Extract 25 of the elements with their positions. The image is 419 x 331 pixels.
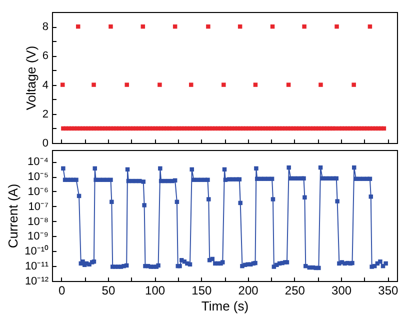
y-tick-label: 10⁻¹² [24, 276, 49, 288]
y-axis-title: Voltage (V) [23, 46, 38, 110]
x-tick-label: 50 [102, 284, 116, 298]
y-tick-label: 4 [42, 79, 48, 92]
y-tick-label: 6 [42, 50, 48, 62]
x-tick-label: 200 [238, 284, 259, 298]
y-axis-title: Current (A) [6, 184, 21, 248]
x-axis-title: Time (s) [201, 298, 249, 314]
y-tick-label: 2 [42, 108, 48, 120]
x-tick-label: 150 [192, 284, 212, 298]
x-tick-label: 100 [145, 284, 166, 298]
x-tick-label: 250 [284, 284, 306, 298]
y-tick-label: 10⁻⁴ [28, 156, 49, 168]
y-tick-label: 10⁻⁷ [28, 200, 49, 213]
x-tick-label: 350 [378, 284, 399, 298]
y-tick-label: 10⁻¹⁰ [24, 244, 48, 258]
y-tick-label: 0 [42, 138, 48, 150]
y-tick-label: 10⁻⁵ [28, 171, 48, 184]
y-tick-label: 8 [42, 21, 48, 34]
y-tick-label: 10⁻⁹ [28, 230, 48, 243]
y-tick-label: 10⁻¹¹ [24, 260, 49, 273]
x-tick-label: 0 [58, 284, 66, 298]
y-tick-label: 10⁻⁸ [28, 216, 48, 228]
x-tick-label: 300 [332, 284, 352, 298]
y-tick-label: 10⁻⁶ [28, 186, 48, 198]
